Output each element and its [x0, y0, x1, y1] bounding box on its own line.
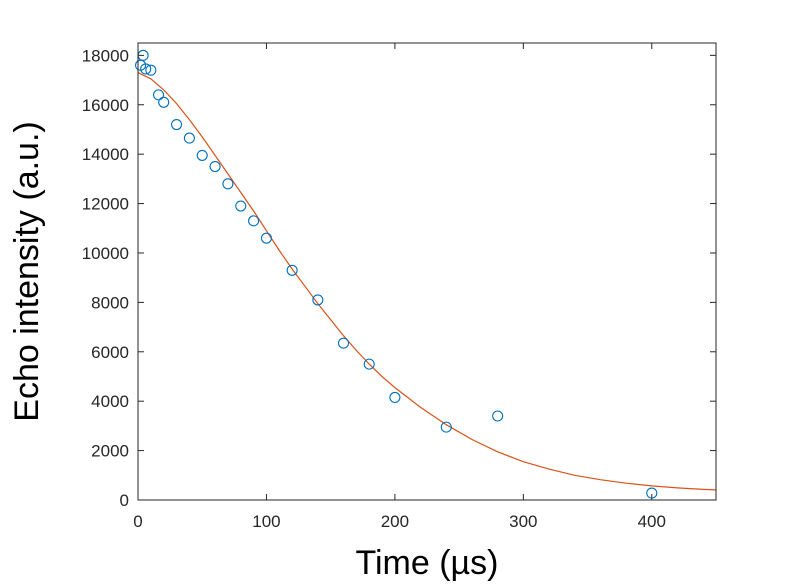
x-tick-label: 0: [133, 512, 142, 531]
y-tick-label: 2000: [91, 442, 129, 461]
data-point: [260, 232, 272, 244]
y-axis-label: Echo intensity (a.u.): [8, 121, 46, 421]
y-tick-label: 4000: [91, 392, 129, 411]
y-tick-label: 14000: [82, 145, 129, 164]
data-point: [286, 264, 298, 276]
fit-curve: [137, 72, 717, 491]
data-point: [646, 487, 658, 499]
y-tick-label: 16000: [82, 96, 129, 115]
data-point: [153, 89, 165, 101]
data-point: [158, 96, 170, 108]
y-axis-ticks: 0 2000 4000 6000 8000 10000 12000 14000 16000 180…: [82, 46, 716, 510]
data-point: [492, 410, 504, 422]
data-point: [248, 215, 260, 227]
data-point: [389, 391, 401, 404]
data-point: [145, 64, 157, 76]
data-point: [183, 132, 195, 144]
data-point: [222, 178, 234, 190]
y-tick-label: 10000: [82, 244, 129, 263]
y-tick-label: 18000: [82, 46, 129, 65]
y-tick-label: 12000: [82, 195, 129, 214]
x-axis-label: Time (µs): [356, 544, 499, 582]
y-tick-label: 6000: [91, 343, 129, 362]
data-point: [312, 294, 324, 306]
x-tick-label: 300: [509, 512, 537, 531]
x-tick-label: 200: [381, 512, 409, 531]
y-tick-label: 8000: [91, 293, 129, 312]
data-point: [140, 63, 152, 75]
x-tick-label: 400: [638, 512, 666, 531]
data-points-layer: [135, 49, 658, 499]
data-point: [363, 358, 375, 370]
data-point: [235, 200, 247, 212]
data-point: [196, 149, 208, 161]
x-tick-label: 100: [252, 512, 280, 531]
x-axis-ticks: 0 100 200 300 400: [133, 43, 666, 531]
data-point: [440, 421, 452, 433]
y-tick-label: 0: [120, 491, 129, 510]
plot-frame: [137, 42, 717, 501]
data-point: [337, 337, 350, 349]
fit-curve-layer: [137, 72, 717, 491]
data-point: [209, 160, 221, 173]
data-point: [170, 118, 183, 131]
